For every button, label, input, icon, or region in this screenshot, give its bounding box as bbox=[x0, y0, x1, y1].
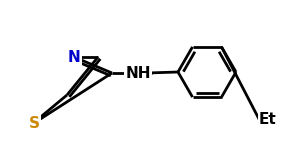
Text: NH: NH bbox=[125, 65, 151, 81]
Text: Et: Et bbox=[259, 112, 277, 127]
Text: N: N bbox=[68, 49, 80, 64]
Text: S: S bbox=[28, 116, 39, 131]
